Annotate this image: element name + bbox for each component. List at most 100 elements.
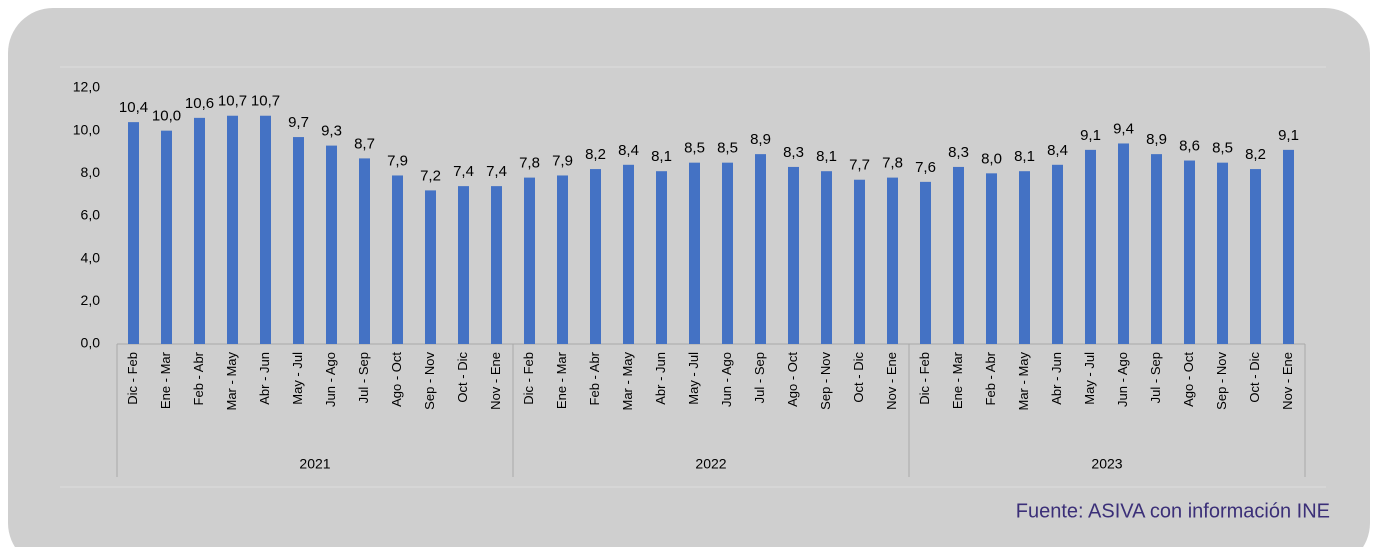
- bar: [1019, 171, 1030, 344]
- bar: [1118, 143, 1129, 344]
- x-tick-label: Sep - Nov: [422, 352, 437, 410]
- x-tick-label: May - Jul: [290, 352, 305, 405]
- x-tick-label: Jun - Ago: [1115, 352, 1130, 407]
- y-tick-label: 0,0: [81, 335, 101, 351]
- x-tick-label: Mar - May: [224, 352, 239, 411]
- x-tick-label: Nov - Ene: [488, 352, 503, 410]
- value-label: 7,7: [849, 157, 870, 174]
- x-tick-label: Jun - Ago: [323, 352, 338, 407]
- y-tick-label: 6,0: [81, 207, 101, 223]
- value-label: 7,6: [915, 159, 936, 176]
- x-tick-label: Nov - Ene: [884, 352, 899, 410]
- value-label: 7,4: [453, 163, 474, 180]
- value-label: 8,4: [618, 142, 639, 159]
- bar: [887, 177, 898, 344]
- value-label: 10,6: [185, 95, 214, 112]
- x-tick-label: Jul - Sep: [356, 352, 371, 403]
- bar: [590, 169, 601, 344]
- group-label: 2021: [299, 456, 330, 472]
- value-label: 8,2: [585, 146, 606, 163]
- x-tick-label: Feb - Abr: [587, 351, 602, 405]
- bar: [161, 130, 172, 344]
- source: Fuente: ASIVA con información INE: [1016, 500, 1330, 522]
- value-label: 10,7: [251, 93, 280, 110]
- x-tick-label: Mar - May: [620, 352, 635, 411]
- x-tick-label: Ene - Mar: [554, 351, 569, 409]
- x-tick-label: Mar - May: [1016, 352, 1031, 411]
- bar: [1052, 164, 1063, 344]
- x-tick-label: Ene - Mar: [158, 351, 173, 409]
- bar: [1250, 169, 1261, 344]
- bar: [1283, 149, 1294, 344]
- bar: [491, 186, 502, 344]
- bar: [1217, 162, 1228, 344]
- bar: [425, 190, 436, 344]
- bar: [986, 173, 997, 344]
- bar: [194, 117, 205, 344]
- value-label: 8,9: [1146, 131, 1167, 148]
- x-tick-label: Feb - Abr: [983, 351, 998, 405]
- x-tick-label: Abr - Jun: [1049, 352, 1064, 405]
- x-tick-label: Dic - Feb: [125, 352, 140, 405]
- value-label: 7,8: [882, 155, 903, 172]
- x-tick-label: May - Jul: [1082, 352, 1097, 405]
- x-tick-label: Ago - Oct: [785, 352, 800, 407]
- value-label: 9,1: [1278, 127, 1299, 144]
- bar: [722, 162, 733, 344]
- bar: [293, 137, 304, 344]
- bar: [1151, 154, 1162, 344]
- x-tick-label: Nov - Ene: [1280, 352, 1295, 410]
- x-tick-label: Oct - Dic: [1247, 352, 1262, 403]
- bar: [1184, 160, 1195, 344]
- bar: [392, 175, 403, 344]
- bar: [821, 171, 832, 344]
- x-tick-label: Feb - Abr: [191, 351, 206, 405]
- x-tick-label: Ago - Oct: [1181, 352, 1196, 407]
- bar: [128, 122, 139, 344]
- value-label: 10,7: [218, 93, 247, 110]
- y-tick-label: 12,0: [73, 79, 100, 95]
- bar: [920, 181, 931, 344]
- value-label: 8,9: [750, 131, 771, 148]
- value-label: 8,1: [651, 148, 672, 165]
- bar: [458, 186, 469, 344]
- bar: [260, 115, 271, 344]
- value-label: 8,5: [684, 140, 705, 157]
- bar: [788, 166, 799, 344]
- bar: [359, 158, 370, 344]
- y-tick-label: 10,0: [73, 121, 100, 137]
- value-label: 8,4: [1047, 142, 1068, 159]
- value-label: 8,0: [981, 150, 1002, 167]
- bar: [557, 175, 568, 344]
- value-label: 8,6: [1179, 138, 1200, 155]
- value-label: 10,4: [119, 99, 148, 116]
- bar: [656, 171, 667, 344]
- value-label: 9,3: [321, 123, 342, 140]
- group-label: 2023: [1091, 456, 1122, 472]
- value-label: 9,7: [288, 114, 309, 131]
- x-tick-label: Ago - Oct: [389, 352, 404, 407]
- x-tick-label: Abr - Jun: [257, 352, 272, 405]
- value-label: 10,0: [152, 108, 181, 125]
- x-tick-label: Oct - Dic: [851, 352, 866, 403]
- value-label: 8,2: [1245, 146, 1266, 163]
- value-label: 8,7: [354, 135, 375, 152]
- value-label: 7,8: [519, 155, 540, 172]
- value-label: 9,1: [1080, 127, 1101, 144]
- bar: [623, 164, 634, 344]
- x-tick-label: Sep - Nov: [1214, 352, 1229, 410]
- value-label: 8,1: [816, 148, 837, 165]
- x-tick-label: Dic - Feb: [521, 352, 536, 405]
- x-tick-label: May - Jul: [686, 352, 701, 405]
- y-tick-label: 8,0: [81, 164, 101, 180]
- value-label: 8,5: [1212, 140, 1233, 157]
- x-tick-label: Jul - Sep: [752, 352, 767, 403]
- y-tick-label: 2,0: [81, 292, 101, 308]
- bar: [524, 177, 535, 344]
- bar: [755, 154, 766, 344]
- bar: [689, 162, 700, 344]
- value-label: 8,1: [1014, 148, 1035, 165]
- value-label: 7,4: [486, 163, 507, 180]
- bar: [854, 179, 865, 344]
